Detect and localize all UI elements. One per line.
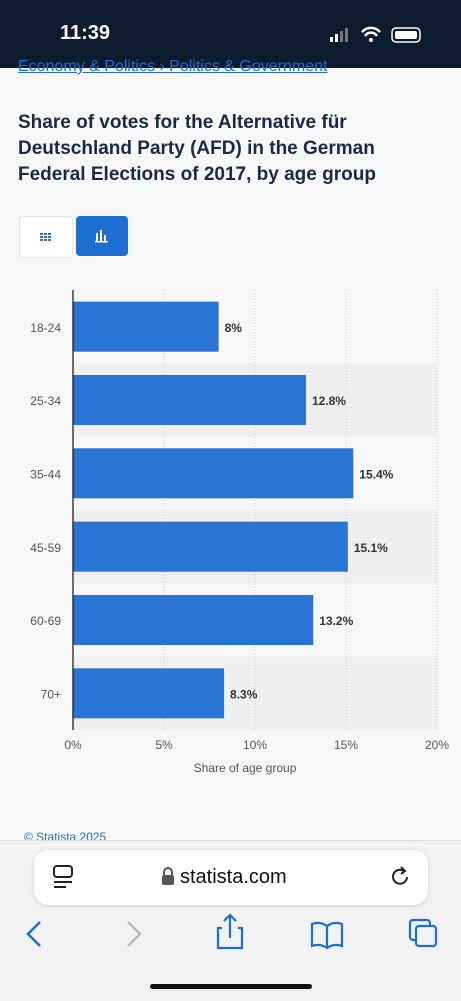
address-bar[interactable] xyxy=(34,850,428,905)
bar xyxy=(73,668,225,719)
clock: 11:39 xyxy=(60,22,111,44)
bar xyxy=(73,521,348,572)
y-tick-label: 60-69 xyxy=(30,614,61,628)
bar xyxy=(73,595,314,645)
bar xyxy=(73,301,219,352)
x-axis-label: Share of age group xyxy=(194,761,297,775)
x-tick-label: 0% xyxy=(64,738,82,752)
chart-title: Share of votes for the Alternative für D… xyxy=(18,112,376,185)
chart-toggle[interactable] xyxy=(76,216,128,256)
x-tick-label: 15% xyxy=(334,738,358,752)
toolbar xyxy=(26,913,438,989)
y-tick-label: 35-44 xyxy=(30,468,61,482)
data-label: 12.8% xyxy=(312,394,346,408)
breadcrumb[interactable]: Economy & Politics › Politics & Governme… xyxy=(18,58,328,75)
status-icons xyxy=(330,26,421,43)
x-tick-label: 10% xyxy=(243,738,267,752)
y-tick-label: 70+ xyxy=(41,688,61,702)
bar xyxy=(73,375,306,425)
data-label: 15.4% xyxy=(359,468,393,482)
y-tick-label: 18-24 xyxy=(30,321,61,335)
y-tick-label: 45-59 xyxy=(30,541,61,555)
data-label: 8% xyxy=(225,321,243,335)
bar xyxy=(73,448,354,499)
chart: 0% 5% 10% 15% 20% Share of age group 18-24 8% 25… xyxy=(30,290,449,775)
url[interactable]: statista.com xyxy=(180,866,287,888)
data-label: 15.1% xyxy=(354,541,388,555)
y-tick-label: 25-34 xyxy=(30,394,61,408)
data-label: 13.2% xyxy=(319,614,353,628)
x-tick-label: 5% xyxy=(155,738,173,752)
table-toggle[interactable] xyxy=(19,216,73,258)
data-label: 8.3% xyxy=(230,688,258,702)
x-tick-label: 20% xyxy=(425,738,449,752)
status-bar: 11:39 xyxy=(0,0,461,68)
